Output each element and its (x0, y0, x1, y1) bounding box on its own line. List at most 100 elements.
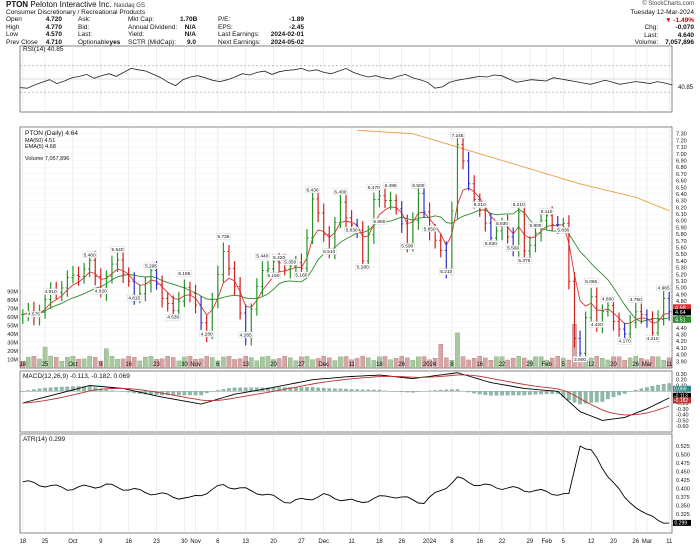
volume-bar (209, 357, 215, 369)
volume-bar (655, 356, 661, 369)
price-y-tick: 5.20 (676, 272, 687, 278)
bar-annotation-box (322, 248, 337, 255)
price-y-tick: 6.40 (676, 192, 687, 198)
long-ma-line (357, 129, 670, 212)
bar-annotation: 5.350 (284, 260, 296, 266)
bar-annotation-box (472, 201, 487, 208)
macd-histogram-bar (477, 391, 482, 395)
macd-histogram-bar (293, 387, 298, 392)
bar-annotation-box (166, 313, 181, 321)
bar-annotation: 5.280 (357, 264, 369, 270)
macd-histogram-bar (505, 391, 510, 396)
macd-histogram-bar (355, 389, 360, 392)
price-y-tick: 4.40 (676, 326, 687, 332)
volume-bar (198, 358, 204, 369)
macd-histogram-bar (332, 388, 337, 392)
volume-bar (148, 356, 154, 369)
volume-bar (276, 358, 282, 369)
volume-bar (494, 356, 499, 369)
volume-bar (432, 358, 438, 369)
volume-bar (349, 359, 354, 369)
volume-bar (382, 356, 388, 369)
bar-annotation: 4.815 (128, 296, 140, 302)
volume-bar (488, 360, 494, 369)
bar-annotation-box (93, 287, 108, 295)
x-tick-label-price: 26 (632, 362, 639, 368)
macd-histogram-bar (494, 391, 499, 396)
macd-histogram-bar (578, 391, 583, 405)
x-tick-label: Nov (190, 539, 201, 545)
macd-histogram-bar (98, 388, 103, 392)
volume-bar (321, 355, 326, 369)
price-y-tick: 6.70 (676, 172, 687, 178)
legend-2: EMA(5) 4.68 (25, 144, 56, 150)
bar-annotation: 5.930 (496, 221, 508, 227)
volume-bar (115, 359, 120, 369)
bar-annotation: 5.830 (346, 228, 358, 234)
bar-annotation-box (517, 257, 532, 264)
volume-bar (399, 355, 404, 369)
bar-annotation-box (411, 182, 426, 189)
atr-y-tick: 0.375 (676, 495, 690, 501)
macd-histogram-bar (488, 391, 493, 396)
volume-bar (633, 355, 639, 369)
macd-histogram-bar (154, 391, 159, 396)
bar-annotation-box (617, 338, 632, 345)
x-tick-label-price: 20 (270, 362, 277, 368)
atr-y-tick: 0.475 (676, 461, 690, 467)
x-tick-label-price: Nov (190, 362, 201, 368)
macd-histogram-bar (82, 386, 87, 392)
bar-annotation-box (344, 226, 359, 234)
macd-histogram-bar (321, 387, 326, 392)
volume-bar (131, 357, 137, 369)
bar-annotation-box (266, 272, 281, 279)
atr-y-tick: 0.350 (676, 504, 690, 510)
price-y-tick: 5.00 (676, 286, 687, 292)
bar-annotation-box (528, 222, 543, 229)
bar-annotation: 5.440 (256, 254, 268, 260)
macd-histogram-bar (600, 391, 605, 402)
volume-y-tick: 30M (7, 341, 18, 347)
price-y-tick: 4.90 (676, 292, 687, 298)
volume-bar (644, 359, 650, 369)
volume-bar (627, 357, 633, 369)
macd-histogram-bar (149, 391, 153, 395)
macd-y-tick: 0.20 (676, 378, 687, 384)
volume-bar (544, 359, 549, 369)
bar-annotation: 5.960 (373, 219, 385, 225)
macd-last-label: -0.182 (674, 398, 688, 404)
volume-bar (271, 359, 276, 369)
bar-annotation: 5.850 (424, 226, 436, 232)
x-tick-label: 26 (632, 539, 639, 545)
macd-histogram-bar (399, 391, 404, 393)
macd-histogram-bar (633, 389, 638, 392)
price-y-tick: 6.90 (676, 158, 687, 164)
atr-label: ATR(14) 0.299 (23, 436, 66, 443)
x-tick-label-price: 23 (153, 362, 160, 368)
macd-histogram-bar (377, 389, 382, 392)
bar-annotation: 5.590 (401, 244, 413, 250)
x-tick-label-price: Oct (68, 362, 78, 368)
x-tick-label-price: Feb (541, 362, 552, 368)
x-tick-label: 30 (181, 539, 188, 545)
x-tick-label: 2024 (423, 539, 437, 545)
volume-bar (232, 359, 237, 369)
macd-line (22, 372, 670, 421)
rsi-line (19, 67, 673, 89)
last-value-box (673, 308, 691, 316)
x-tick-label-price: 16 (125, 362, 132, 368)
sector: Consumer Discretionary / Recreational Pr… (6, 9, 146, 16)
brand: © StockCharts.com (642, 1, 694, 7)
volume-y-tick: 90M (7, 290, 18, 296)
macd-y-tick: -0.60 (676, 424, 689, 430)
volume-bar (588, 357, 594, 369)
macd-histogram-bar (650, 385, 655, 392)
volume-bar (293, 360, 299, 369)
x-tick-label: Mar (642, 539, 652, 545)
volume-bar (53, 357, 59, 369)
volume-bar (611, 356, 616, 369)
macd-histogram-bar (611, 391, 616, 397)
volume-bar (393, 358, 399, 369)
price-y-tick: 7.20 (676, 138, 687, 144)
